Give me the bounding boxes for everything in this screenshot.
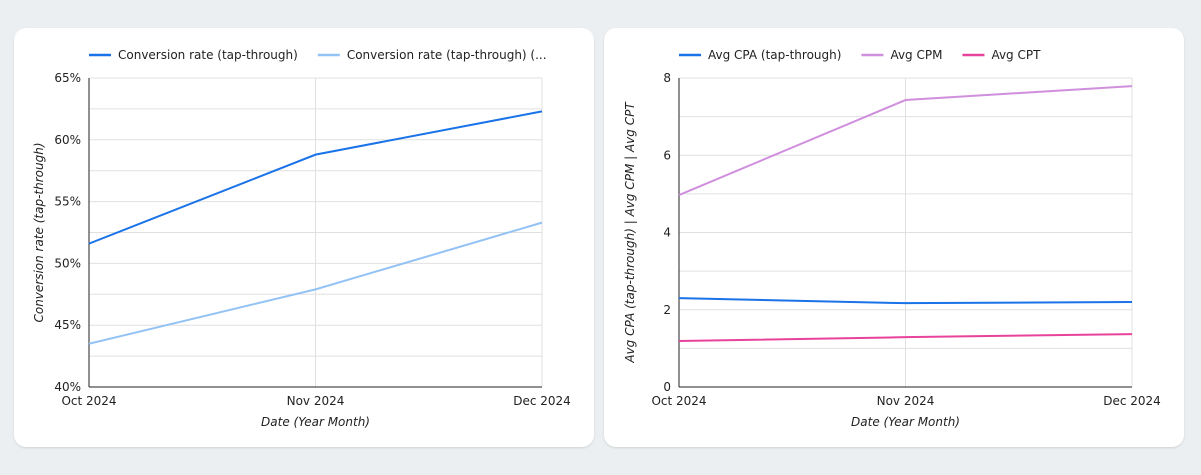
series-line-1 [678, 85, 1133, 196]
y-axis-title: Avg CPA (tap-through) | Avg CPM | Avg CP… [623, 101, 637, 364]
conversion-rate-chart: Oct 2024 Nov 2024 Dec 2024 40% 45% 50% 55% 60% 6… [32, 48, 571, 429]
series-line-1 [88, 221, 543, 345]
x-axis-title: Date (Year Month) [261, 415, 370, 429]
legend-item-2[interactable]: Avg CPT [962, 48, 1041, 62]
series-line-0 [88, 110, 543, 245]
series-line-0 [678, 297, 1133, 305]
cost-metrics-chart-card: Oct 2024 Nov 2024 Dec 2024 0 2 4 6 8 Date (Year … [604, 28, 1184, 447]
y-tick-label: 2 [663, 303, 671, 317]
y-tick-label: 60% [54, 133, 81, 147]
y-tick-label: 65% [54, 71, 81, 85]
x-tick-label: Nov 2024 [287, 394, 345, 408]
y-tick-label: 55% [54, 195, 81, 209]
legend-item-1[interactable]: Conversion rate (tap-through) (... [317, 48, 547, 62]
legend-label: Avg CPA (tap-through) [708, 48, 841, 62]
y-tick-label: 4 [663, 226, 671, 240]
legend-label: Conversion rate (tap-through) [118, 48, 298, 62]
legend-label: Conversion rate (tap-through) (... [347, 48, 547, 62]
y-axis-title: Conversion rate (tap-through) [32, 142, 46, 322]
x-tick-label: Dec 2024 [513, 394, 571, 408]
x-tick-label: Oct 2024 [651, 394, 706, 408]
legend-label: Avg CPT [991, 48, 1041, 62]
y-tick-label: 8 [663, 71, 671, 85]
y-tick-label: 40% [54, 380, 81, 394]
conversion-rate-chart-card: Oct 2024 Nov 2024 Dec 2024 40% 45% 50% 55% 60% 6… [14, 28, 594, 447]
legend-label: Avg CPM [890, 48, 942, 62]
cost-metrics-chart: Oct 2024 Nov 2024 Dec 2024 0 2 4 6 8 Date (Year … [623, 48, 1161, 429]
legend-item-0[interactable]: Conversion rate (tap-through) [89, 48, 298, 62]
y-tick-label: 6 [663, 148, 671, 162]
x-axis-title: Date (Year Month) [851, 415, 960, 429]
legend-item-1[interactable]: Avg CPM [861, 48, 942, 62]
legend-item-0[interactable]: Avg CPA (tap-through) [679, 48, 841, 62]
x-tick-label: Dec 2024 [1103, 394, 1161, 408]
x-tick-label: Oct 2024 [61, 394, 116, 408]
y-tick-label: 50% [54, 256, 81, 270]
x-tick-label: Nov 2024 [877, 394, 935, 408]
y-tick-label: 0 [663, 380, 671, 394]
y-tick-label: 45% [54, 318, 81, 332]
series-line-2 [678, 333, 1133, 343]
